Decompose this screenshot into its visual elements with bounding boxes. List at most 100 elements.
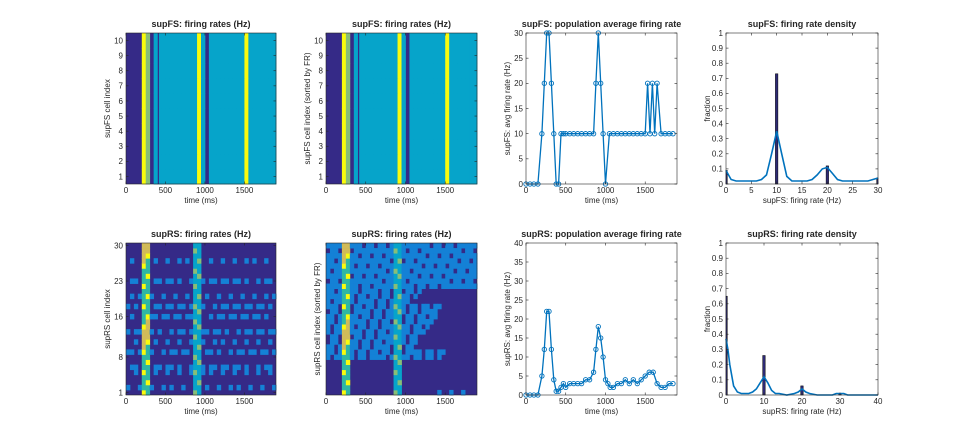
x-tick-label: 0 <box>324 186 329 195</box>
heatmap-cell <box>409 33 414 49</box>
heatmap-cell <box>129 313 135 320</box>
x-tick-label: 5 <box>749 186 754 195</box>
heatmap-cell <box>425 248 430 254</box>
heatmap-cell <box>337 319 343 325</box>
heatmap-cell <box>365 283 371 289</box>
heatmap-cell <box>337 258 343 264</box>
heatmap-cell <box>185 108 190 124</box>
heatmap-cell <box>429 33 434 49</box>
heatmap-cell <box>153 313 158 320</box>
heatmap-cell <box>268 339 273 345</box>
heatmap-cell <box>429 263 434 269</box>
heatmap-cell <box>157 153 162 170</box>
heatmap-cell <box>169 93 174 109</box>
heatmap-cell <box>465 263 470 269</box>
heatmap-cell <box>449 389 454 396</box>
heatmap-cell <box>397 93 402 109</box>
heatmap-cell <box>361 108 367 124</box>
heatmap-cell <box>401 354 406 360</box>
heatmap-cell <box>381 33 386 49</box>
y-tick-label: 40 <box>514 239 523 248</box>
heatmap-cell <box>173 63 178 79</box>
heatmap-cell <box>453 123 458 140</box>
heatmap-cell <box>369 349 375 355</box>
heatmap-cell <box>445 48 450 64</box>
heatmap-cell <box>208 93 214 109</box>
heatmap-cell <box>365 243 371 249</box>
heatmap-cell <box>353 344 359 350</box>
heatmap-cell <box>381 138 386 155</box>
heatmap-cell <box>145 334 151 340</box>
heatmap-cell <box>333 329 339 335</box>
heatmap-cell <box>385 138 390 155</box>
heatmap-cell <box>240 168 245 185</box>
heatmap-cell <box>345 298 351 305</box>
heatmap-cell <box>465 168 470 185</box>
heatmap-cell <box>393 364 398 371</box>
heatmap-cell <box>345 329 351 335</box>
heatmap-cell <box>260 349 265 355</box>
y-tick-label: 0.6 <box>712 300 724 309</box>
heatmap-cell <box>129 364 135 371</box>
heatmap-cell <box>220 313 226 320</box>
supfs-density-plot-area <box>726 33 878 184</box>
heatmap-cell <box>326 324 331 330</box>
heatmap-cell <box>429 283 434 289</box>
heatmap-cell <box>333 268 339 274</box>
heatmap-cell <box>365 298 371 305</box>
heatmap-cell <box>208 138 214 155</box>
x-axis-label: time (ms) <box>184 407 218 416</box>
heatmap-cell <box>429 354 434 360</box>
heatmap-cell <box>397 268 402 274</box>
heatmap-cell <box>224 278 230 284</box>
heatmap-cell <box>141 33 147 49</box>
heatmap-cell <box>393 248 398 254</box>
heatmap-cell <box>326 298 331 305</box>
heatmap-cell <box>353 253 359 259</box>
heatmap-cell <box>326 319 331 325</box>
data-point <box>560 380 567 387</box>
heatmap-cell <box>385 63 390 79</box>
y-tick-label: 0.3 <box>712 345 724 354</box>
heatmap-cell <box>161 63 166 79</box>
heatmap-cell <box>260 48 265 64</box>
heatmap-cell <box>373 168 379 185</box>
heatmap-cell <box>385 319 390 325</box>
data-point <box>602 377 609 383</box>
heatmap-cell <box>240 78 245 94</box>
heatmap-cell <box>345 108 351 124</box>
heatmap-cell <box>449 243 454 249</box>
heatmap-cell <box>409 153 414 170</box>
heatmap-cell <box>401 283 406 289</box>
heatmap-cell <box>165 278 170 284</box>
heatmap-cell <box>365 268 371 274</box>
heatmap-cell <box>216 384 222 391</box>
heatmap-cell <box>244 369 249 376</box>
heatmap-cell <box>333 243 339 249</box>
heatmap-cell <box>445 268 450 274</box>
heatmap-cell <box>189 33 194 49</box>
heatmap-cell <box>153 278 158 284</box>
heatmap-cell <box>224 123 230 140</box>
heatmap-cell <box>441 78 446 94</box>
heatmap-cell <box>377 243 383 249</box>
y-tick-label: 20 <box>514 79 523 88</box>
heatmap-cell <box>193 253 198 259</box>
heatmap-cell <box>341 374 347 381</box>
heatmap-cell <box>377 308 383 315</box>
heatmap-cell <box>141 359 147 365</box>
data-point <box>593 346 599 353</box>
heatmap-cell <box>173 293 178 300</box>
heatmap-cell <box>405 263 410 269</box>
heatmap-cell <box>361 123 367 140</box>
heatmap-cell <box>220 63 226 79</box>
heatmap-cell <box>385 344 390 350</box>
heatmap-cell <box>413 138 418 155</box>
heatmap-cell <box>349 283 355 289</box>
heatmap-cell <box>377 108 383 124</box>
y-tick-label: 10 <box>114 36 123 45</box>
heatmap-cell <box>197 359 202 365</box>
heatmap-cell <box>417 258 422 264</box>
heatmap-cell <box>165 258 170 264</box>
heatmap-cell <box>381 248 386 254</box>
